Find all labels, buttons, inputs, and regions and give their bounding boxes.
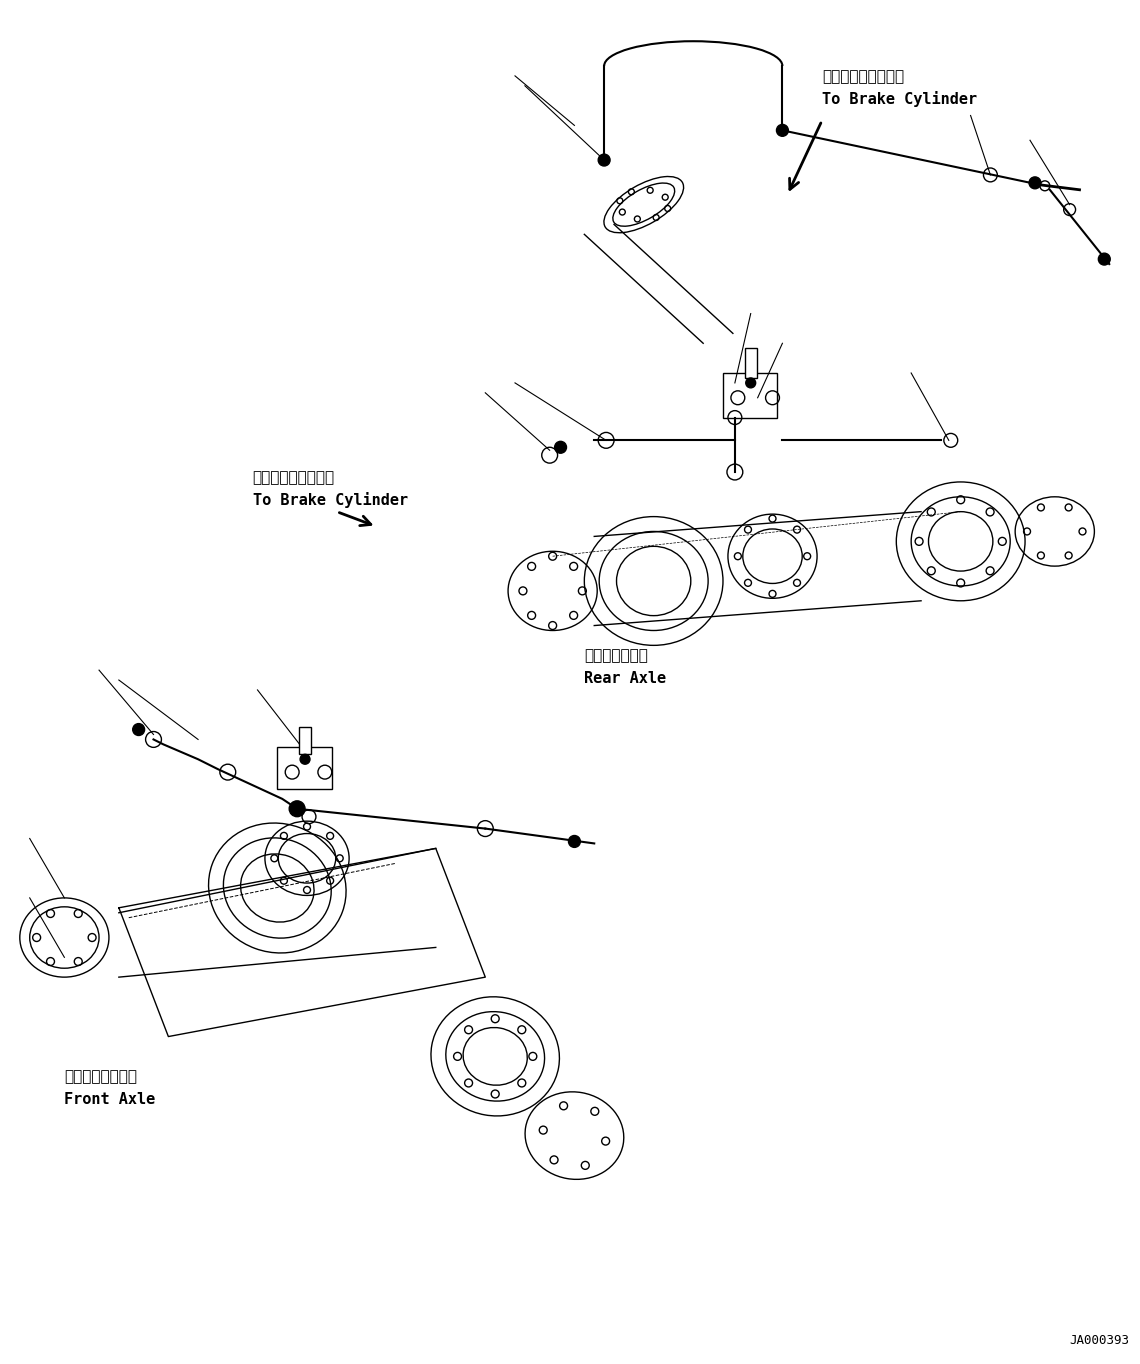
Text: リヤーアクスル: リヤーアクスル bbox=[585, 648, 649, 663]
Circle shape bbox=[598, 154, 610, 166]
Circle shape bbox=[290, 801, 306, 817]
Bar bbox=[299, 727, 311, 754]
Circle shape bbox=[132, 723, 145, 735]
Circle shape bbox=[1029, 177, 1041, 188]
Circle shape bbox=[569, 836, 580, 847]
Circle shape bbox=[746, 378, 756, 387]
Text: ブレーキシリンダへ: ブレーキシリンダへ bbox=[822, 68, 904, 83]
Circle shape bbox=[1098, 254, 1110, 265]
Text: Front Axle: Front Axle bbox=[64, 1093, 156, 1108]
Circle shape bbox=[555, 442, 567, 453]
Text: JA000393: JA000393 bbox=[1069, 1334, 1130, 1346]
Text: To Brake Cylinder: To Brake Cylinder bbox=[253, 491, 408, 507]
Circle shape bbox=[776, 124, 789, 136]
Bar bbox=[277, 747, 332, 788]
Text: To Brake Cylinder: To Brake Cylinder bbox=[822, 90, 977, 106]
Bar bbox=[744, 348, 757, 378]
Circle shape bbox=[300, 754, 310, 764]
Bar bbox=[723, 372, 777, 417]
Text: ブレーキシリンダへ: ブレーキシリンダへ bbox=[253, 471, 335, 486]
Text: フロントアクスル: フロントアクスル bbox=[64, 1069, 138, 1084]
Text: Rear Axle: Rear Axle bbox=[585, 671, 667, 686]
